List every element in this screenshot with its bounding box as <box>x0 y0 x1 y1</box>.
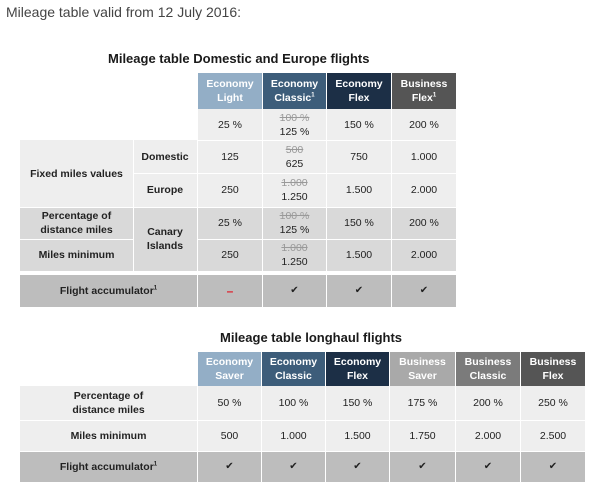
t1-canary-label: Canary Islands <box>146 226 184 252</box>
t2-percentage-c6: 250 % <box>538 397 568 409</box>
table1-caption: Mileage table Domestic and Europe flight… <box>108 51 370 66</box>
t2-header-economy-classic: Economy Classic <box>262 352 325 386</box>
t1-r5-c2: 1.000 1.250 <box>281 242 308 268</box>
t2-accumulator-band <box>20 452 585 482</box>
t1-blank-corner <box>20 109 197 140</box>
t2-grid-line <box>389 386 390 482</box>
t2-percentage-label: Percentage of distance miles <box>72 390 145 416</box>
t2-accumulator-c4-check-icon: ✔ <box>418 461 427 472</box>
t2-minimum-c4: 1.750 <box>409 430 436 442</box>
t2-header-business-flex: Business Flex <box>521 352 585 386</box>
t2-percentage-c5: 200 % <box>473 397 503 409</box>
t2-grid-line <box>261 386 262 482</box>
t2-accumulator-c3-check-icon: ✔ <box>353 461 362 472</box>
intro-text: Mileage table valid from 12 July 2016: <box>6 4 242 20</box>
t1-r1-c1: 25 % <box>218 118 242 131</box>
t1-r3-c2: 1.000 1.250 <box>281 177 308 203</box>
t1-r5-c3: 1.500 <box>345 249 373 261</box>
t1-domestic-label: Domestic <box>141 150 189 163</box>
t1-grid-line <box>326 109 327 307</box>
t1-grid-line <box>133 173 456 174</box>
t1-r4-c3: 150 % <box>344 217 374 229</box>
t1-r5-c4: 2.000 <box>410 249 438 261</box>
t2-minimum-band <box>20 421 585 451</box>
t1-r4-c4: 200 % <box>409 217 439 229</box>
t2-minimum-label: Miles minimum <box>70 430 147 442</box>
t1-r1-c3: 150 % <box>344 118 374 131</box>
t2-header-economy-flex: Economy Flex <box>326 352 389 386</box>
t1-r2-c3: 750 <box>350 150 368 163</box>
t1-grid-line <box>20 207 456 208</box>
t1-grid-line <box>262 109 263 307</box>
t1-header-economy-classic: Economy Classic1 <box>263 73 326 109</box>
t2-grid-line <box>455 386 456 482</box>
t2-accumulator-c2-check-icon: ✔ <box>289 461 298 472</box>
t2-header-business-saver: Business Saver <box>390 352 455 386</box>
t1-grid-line <box>198 239 456 240</box>
t2-minimum-c1: 500 <box>220 430 239 442</box>
t1-r3-c1: 250 <box>221 184 239 196</box>
t1-r3-c3: 1.500 <box>345 184 373 196</box>
table2-caption: Mileage table longhaul flights <box>220 330 403 345</box>
t1-r1-c2: 100 % 125 % <box>279 111 310 138</box>
t2-accumulator-c1-check-icon: ✔ <box>225 461 234 472</box>
t1-accumulator-label: Flight accumulator1 <box>59 285 158 297</box>
t2-percentage-c2: 100 % <box>278 397 309 409</box>
t1-grid-line <box>133 140 134 271</box>
t2-grid-line <box>520 386 521 482</box>
t2-accumulator-c6-check-icon: ✔ <box>548 461 558 472</box>
t1-accumulator-c1-dash: – <box>226 284 234 298</box>
t2-percentage-c1: 50 % <box>217 397 242 409</box>
t1-accumulator-c4-check-icon: ✔ <box>419 285 429 296</box>
t2-percentage-band <box>20 386 585 420</box>
t2-header-economy-saver: Economy Saver <box>198 352 261 386</box>
t2-minimum-c2: 1.000 <box>280 430 307 442</box>
t1-grid-line <box>198 140 456 141</box>
t1-accumulator-band <box>20 275 456 307</box>
t1-r3-c4: 2.000 <box>410 184 438 196</box>
t2-percentage-c3: 150 % <box>342 397 373 409</box>
t1-accumulator-c3-check-icon: ✔ <box>354 285 364 296</box>
t2-accumulator-c5-check-icon: ✔ <box>483 461 493 472</box>
t1-europe-label: Europe <box>146 184 184 196</box>
t2-percentage-c4: 175 % <box>407 397 438 409</box>
t1-r1-c4: 200 % <box>409 118 439 131</box>
t1-r4-c1: 25 % <box>218 217 242 229</box>
t2-minimum-c6: 2.500 <box>539 430 567 442</box>
t2-grid-line <box>197 386 198 482</box>
t1-r5-c1: 250 <box>221 249 239 261</box>
t2-accumulator-label: Flight accumulator1 <box>59 461 158 473</box>
t1-r2-c2: 500 625 <box>285 143 304 170</box>
t2-minimum-c3: 1.500 <box>344 430 371 442</box>
t1-fixed-miles-label: Fixed miles values <box>30 167 123 180</box>
t1-header-business-flex: Business Flex1 <box>392 73 456 109</box>
t2-minimum-c5: 2.000 <box>474 430 502 442</box>
t1-r4-c2: 100 % 125 % <box>279 210 310 236</box>
t1-accumulator-c2-check-icon: ✔ <box>290 285 299 296</box>
t1-minimum-label: Miles minimum <box>38 249 115 261</box>
t1-r2-c4: 1.000 <box>410 150 438 163</box>
t2-grid-line <box>325 386 326 482</box>
t1-grid-line <box>391 109 392 307</box>
t1-header-economy-light: Economy Light <box>198 73 262 109</box>
t1-grid-line <box>20 239 133 240</box>
t2-header-business-classic: Business Classic <box>456 352 520 386</box>
t1-percentage-label: Percentage of distance miles <box>40 210 113 236</box>
t1-grid-line <box>197 109 198 307</box>
t1-r2-c1: 125 <box>221 150 239 163</box>
t1-header-economy-flex: Economy Flex <box>327 73 391 109</box>
